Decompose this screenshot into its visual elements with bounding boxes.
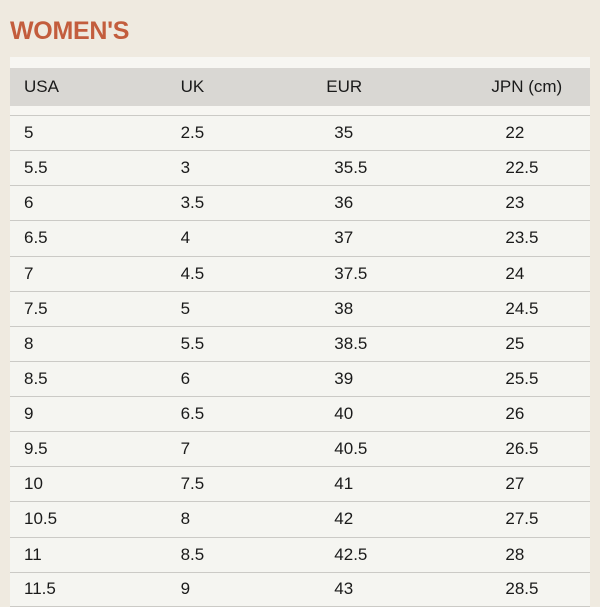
cell-usa: 6.5: [24, 228, 48, 248]
cell-eur: 39: [334, 368, 354, 388]
table-row: 6 3.5 36 23: [10, 185, 590, 221]
column-header-uk: UK: [180, 77, 205, 96]
cell-jpn: 25: [505, 333, 525, 353]
cell-eur: 38: [334, 298, 354, 318]
cell-eur: 36: [334, 193, 354, 213]
cell-uk: 7: [180, 439, 191, 459]
cell-uk: 4.5: [180, 263, 205, 283]
cell-uk: 3.5: [180, 193, 205, 213]
column-header-usa: USA: [24, 77, 59, 96]
cell-jpn: 23.5: [505, 228, 539, 248]
table-header-row: USA UK EUR JPN (cm): [10, 68, 590, 106]
cell-uk: 6: [180, 368, 191, 388]
cell-usa: 9: [24, 404, 34, 424]
cell-jpn: 22.5: [505, 158, 539, 178]
cell-jpn: 28.5: [505, 579, 539, 599]
table-body: 5 2.5 35 22 5.5 3 35.5 22.5 6 3.5 36 23 …: [10, 115, 590, 607]
cell-jpn: 24.5: [505, 298, 539, 318]
cell-eur: 41: [334, 474, 354, 494]
cell-eur: 40.5: [334, 439, 368, 459]
cell-uk: 5.5: [180, 333, 205, 353]
table-row: 7 4.5 37.5 24: [10, 255, 590, 291]
cell-usa: 8: [24, 333, 34, 353]
cell-eur: 42: [334, 509, 354, 529]
table-row: 8 5.5 38.5 25: [10, 325, 590, 361]
column-header-eur: EUR: [326, 77, 363, 96]
cell-jpn: 27.5: [505, 509, 539, 529]
table-row: 11.5 9 43 28.5: [10, 571, 590, 607]
cell-jpn: 22: [505, 123, 525, 143]
table-row: 9.5 7 40.5 26.5: [10, 431, 590, 467]
cell-eur: 38.5: [334, 333, 368, 353]
cell-uk: 8.5: [180, 544, 205, 564]
cell-jpn: 23: [505, 193, 525, 213]
cell-eur: 35: [334, 123, 354, 143]
cell-usa: 11.5: [24, 579, 56, 599]
table-row: 5 2.5 35 22: [10, 115, 590, 151]
cell-eur: 35.5: [334, 158, 368, 178]
table-row: 7.5 5 38 24.5: [10, 290, 590, 326]
cell-eur: 37.5: [334, 263, 368, 283]
cell-uk: 6.5: [180, 404, 205, 424]
cell-uk: 4: [180, 228, 191, 248]
table-row: 9 6.5 40 26: [10, 396, 590, 432]
table-row: 11 8.5 42.5 28: [10, 536, 590, 572]
cell-jpn: 28: [505, 544, 525, 564]
table-row: 10 7.5 41 27: [10, 466, 590, 502]
cell-eur: 37: [334, 228, 354, 248]
cell-usa: 6: [24, 193, 34, 213]
cell-uk: 2.5: [180, 123, 205, 143]
cell-eur: 40: [334, 404, 354, 424]
cell-usa: 9.5: [24, 439, 48, 459]
cell-uk: 9: [180, 579, 191, 599]
cell-uk: 8: [180, 509, 191, 529]
table-row: 10.5 8 42 27.5: [10, 501, 590, 537]
cell-usa: 5.5: [24, 158, 48, 178]
page-title: WOMEN'S: [10, 17, 130, 45]
cell-jpn: 26.5: [505, 439, 539, 459]
cell-usa: 5: [24, 123, 34, 143]
cell-usa: 7: [24, 263, 34, 283]
cell-usa: 10: [24, 474, 43, 494]
cell-eur: 43: [334, 579, 354, 599]
cell-jpn: 27: [505, 474, 525, 494]
table-row: 8.5 6 39 25.5: [10, 360, 590, 396]
size-conversion-table: USA UK EUR JPN (cm) 5 2.5 35 22 5.5 3 35…: [10, 57, 590, 607]
cell-jpn: 24: [505, 263, 525, 283]
table-row: 5.5 3 35.5 22.5: [10, 150, 590, 186]
cell-uk: 3: [180, 158, 191, 178]
table-row: 6.5 4 37 23.5: [10, 220, 590, 256]
cell-eur: 42.5: [334, 544, 368, 564]
cell-usa: 10.5: [24, 509, 58, 529]
cell-jpn: 26: [505, 404, 525, 424]
column-header-jpn: JPN (cm): [491, 77, 563, 96]
cell-usa: 8.5: [24, 368, 48, 388]
cell-uk: 5: [180, 298, 191, 318]
cell-usa: 11: [24, 544, 42, 564]
cell-usa: 7.5: [24, 298, 48, 318]
cell-jpn: 25.5: [505, 368, 539, 388]
cell-uk: 7.5: [180, 474, 205, 494]
